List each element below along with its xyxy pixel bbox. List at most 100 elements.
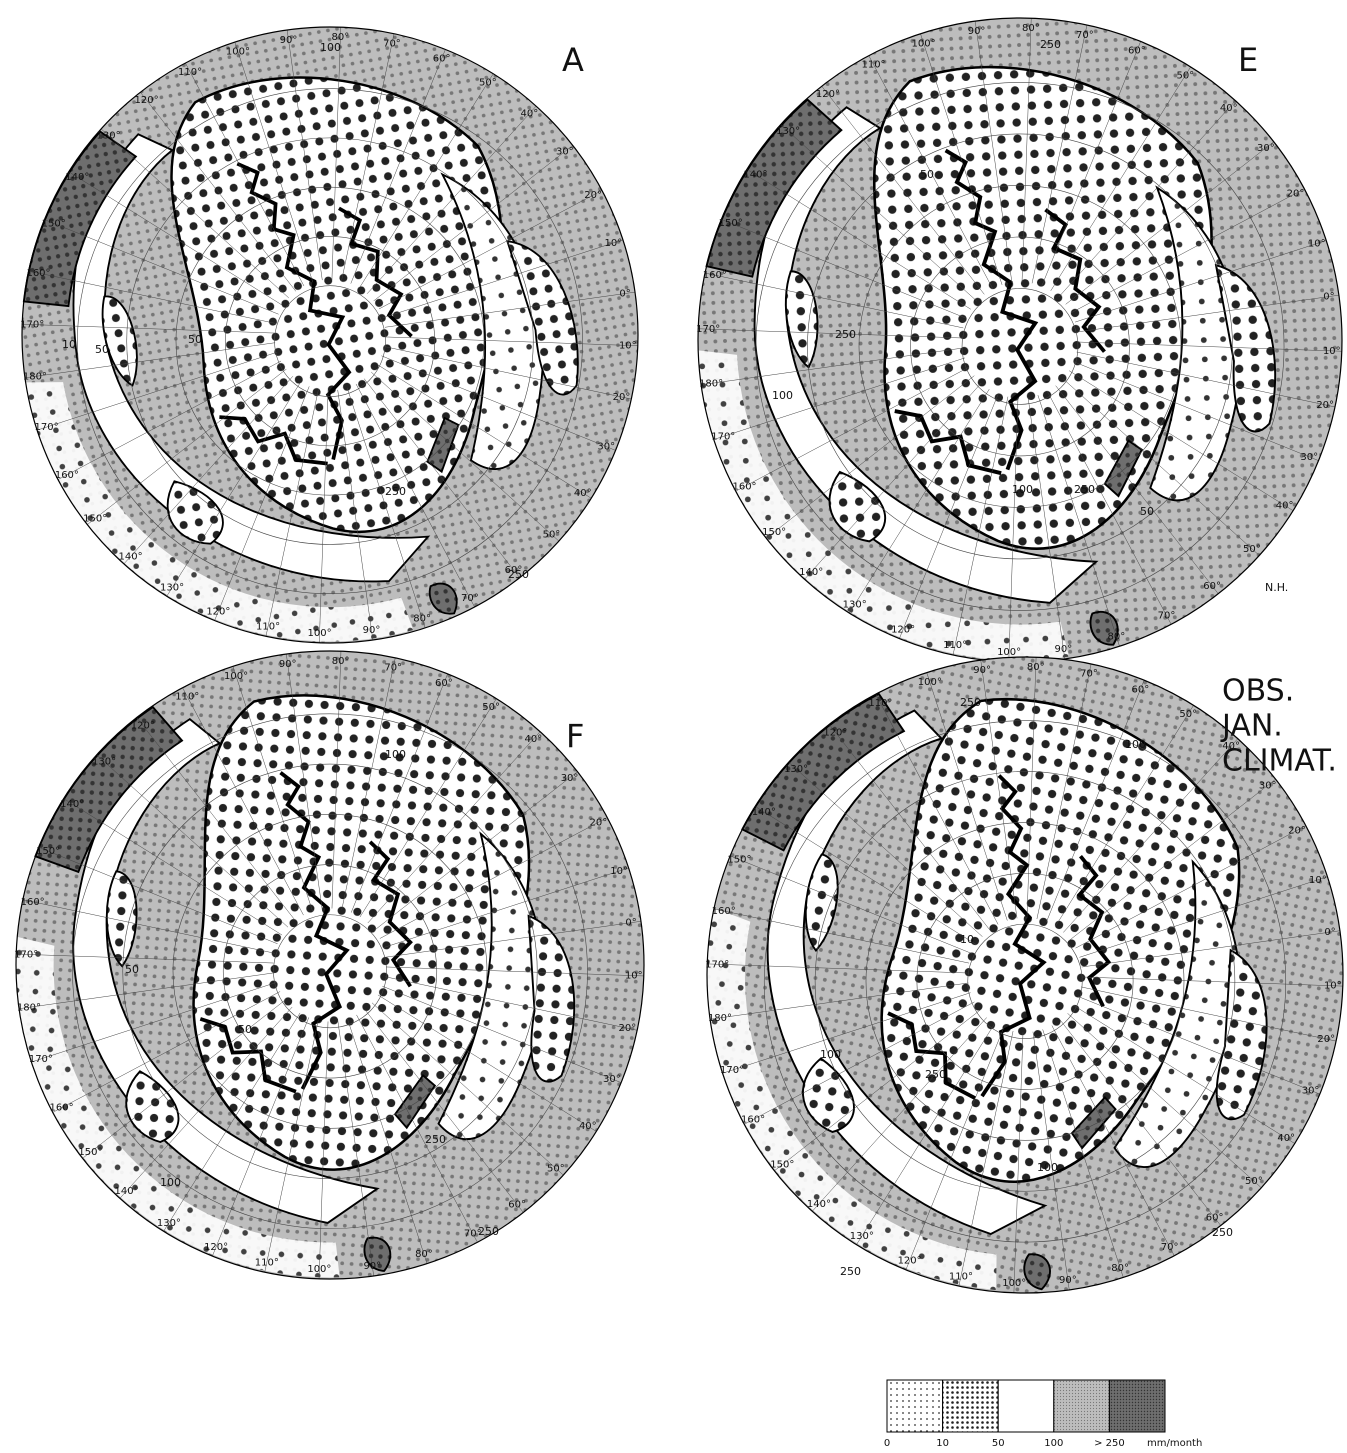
map: 100 50 250 250 100 50 F 90°80°70°60°50°4… <box>0 630 665 1300</box>
longitude-label: 30° <box>1257 143 1275 154</box>
longitude-label: 20° <box>1316 400 1334 411</box>
longitude-label: 40° <box>1220 103 1238 114</box>
longitude-label: 160° <box>732 481 756 492</box>
longitude-label: 160° <box>26 268 50 279</box>
longitude-label: 110° <box>943 640 967 651</box>
longitude-label: 100° <box>912 38 936 49</box>
longitude-label: 100° <box>307 1264 331 1275</box>
contour-label: 250 <box>385 485 406 498</box>
longitude-label: 130° <box>784 764 808 775</box>
longitude-label: 110° <box>949 1271 973 1282</box>
longitude-label: 100° <box>226 47 250 58</box>
longitude-label: 100° <box>918 677 942 688</box>
longitude-label: 60° <box>1203 581 1221 592</box>
longitude-label: 130° <box>92 757 116 768</box>
longitude-label: 50° <box>482 702 500 713</box>
longitude-label: 110° <box>178 67 202 78</box>
longitude-label: 160° <box>21 897 45 908</box>
longitude-label: 20° <box>1288 825 1306 836</box>
legend: 01050100> 250mm/month <box>884 1380 1203 1449</box>
longitude-label: 50° <box>1176 70 1194 81</box>
longitude-label: 70° <box>1076 30 1094 41</box>
longitude-label: 180° <box>23 371 47 382</box>
longitude-label: 50° <box>543 529 561 540</box>
longitude-label: 170° <box>29 1054 53 1065</box>
longitude-label: 10° <box>605 238 623 249</box>
contour-label: 250 <box>835 328 856 341</box>
longitude-label: 50° <box>547 1163 565 1174</box>
longitude-label: 30° <box>561 773 579 784</box>
longitude-label: 140° <box>743 170 767 181</box>
longitude-label: 90° <box>1055 644 1073 655</box>
longitude-label: 130° <box>850 1231 874 1242</box>
longitude-label: 40° <box>1277 1133 1295 1144</box>
legend-unit: mm/month <box>1147 1438 1202 1449</box>
longitude-label: 140° <box>752 807 776 818</box>
longitude-label: 130° <box>96 131 120 142</box>
longitude-label: 70° <box>1161 1242 1179 1253</box>
longitude-label: 90° <box>279 659 297 670</box>
longitude-label: 90° <box>363 1261 381 1272</box>
longitude-label: 10° <box>1324 981 1342 992</box>
longitude-label: 110° <box>255 1257 279 1268</box>
longitude-label: 170° <box>711 431 735 442</box>
map: 250 50 250 100 250 50 100 E N.H. 90°80°7… <box>682 2 1347 679</box>
contour-label: 100 <box>160 1176 181 1189</box>
longitude-label: 20° <box>613 392 631 403</box>
longitude-label: 170° <box>705 959 729 970</box>
longitude-label: 70° <box>461 593 479 604</box>
contour-label: 100 <box>1037 1161 1058 1174</box>
longitude-label: 20° <box>1317 1034 1335 1045</box>
contour-label: 250 <box>925 1068 946 1081</box>
longitude-label: 90° <box>363 625 381 636</box>
panel-label: OBS. <box>1222 674 1294 709</box>
longitude-label: 70° <box>1158 610 1176 621</box>
legend-label: 50 <box>992 1438 1005 1449</box>
longitude-label: 100° <box>308 628 332 639</box>
longitude-label: 100° <box>1002 1278 1026 1289</box>
longitude-label: 20° <box>618 1023 636 1034</box>
longitude-label: 70° <box>383 39 401 50</box>
longitude-label: 110° <box>861 60 885 71</box>
contour-label: 50 <box>238 1023 252 1036</box>
longitude-label: 140° <box>65 172 89 183</box>
longitude-label: 130° <box>843 600 867 611</box>
longitude-label: 20° <box>584 190 602 201</box>
longitude-label: 80° <box>413 613 431 624</box>
longitude-label: 20° <box>1287 189 1305 200</box>
longitude-label: 10° <box>625 971 643 982</box>
longitude-label: 140° <box>799 567 823 578</box>
longitude-label: 60° <box>505 565 523 576</box>
longitude-label: 130° <box>776 126 800 137</box>
longitude-label: 60° <box>433 54 451 65</box>
longitude-label: 150° <box>36 846 60 857</box>
panel-label: JAN. <box>1220 709 1283 744</box>
longitude-label: 40° <box>1276 500 1294 511</box>
longitude-label: 80° <box>1111 1263 1129 1274</box>
longitude-label: 50° <box>1179 709 1197 720</box>
longitude-label: 40° <box>579 1121 597 1132</box>
longitude-label: 160° <box>55 470 79 481</box>
contour-label: 100 <box>772 389 793 402</box>
longitude-label: 180° <box>17 1002 41 1013</box>
longitude-label: 30° <box>1300 452 1318 463</box>
longitude-label: 0° <box>625 918 636 929</box>
longitude-label: 70° <box>1080 669 1098 680</box>
contour-label: 250 <box>1040 38 1061 51</box>
longitude-label: 110° <box>256 621 280 632</box>
longitude-label: 120° <box>891 624 915 635</box>
legend-label: 0 <box>884 1438 890 1449</box>
contour-label: 100 <box>385 748 406 761</box>
longitude-label: 60° <box>508 1200 526 1211</box>
longitude-label: 30° <box>1302 1085 1320 1096</box>
longitude-label: 150° <box>42 218 66 229</box>
longitude-label: 120° <box>134 95 158 106</box>
longitude-label: 90° <box>973 665 991 676</box>
panel-label: A <box>562 41 584 79</box>
longitude-label: 30° <box>597 442 615 453</box>
contour-label: 250 <box>1212 1226 1233 1239</box>
longitude-label: 80° <box>415 1249 433 1260</box>
longitude-label: 160° <box>712 906 736 917</box>
longitude-label: 90° <box>280 35 298 46</box>
longitude-label: 70° <box>464 1228 482 1239</box>
